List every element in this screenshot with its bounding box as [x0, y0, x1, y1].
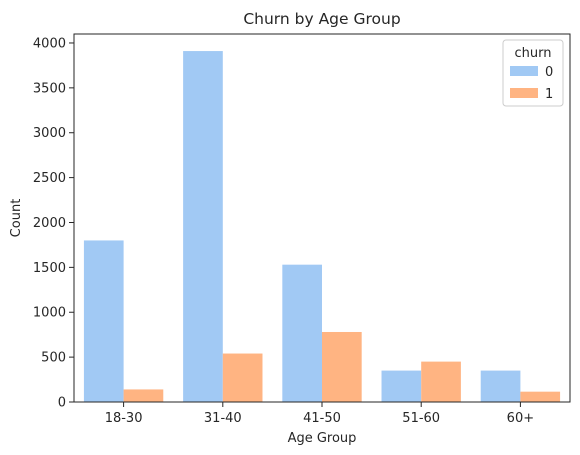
y-tick-label: 2000	[33, 216, 66, 231]
bar-51-60-churn-1	[421, 362, 461, 402]
legend-title: churn	[515, 46, 552, 61]
legend-swatch-1	[510, 88, 538, 98]
bar-51-60-churn-0	[382, 371, 422, 402]
x-tick-label: 51-60	[402, 411, 440, 426]
chart-title: Churn by Age Group	[243, 10, 400, 28]
x-axis: 18-30 31-40 41-50 51-60 60+	[105, 402, 534, 426]
bar-18-30-churn-0	[84, 240, 124, 402]
y-tick-label: 4000	[33, 36, 66, 51]
bars-group	[84, 51, 560, 402]
y-tick-label: 3000	[33, 126, 66, 141]
bar-31-40-churn-1	[223, 354, 263, 402]
x-tick-label: 31-40	[204, 411, 242, 426]
y-tick-label: 1000	[33, 306, 66, 321]
legend: churn 0 1	[503, 40, 563, 106]
legend-swatch-0	[510, 66, 538, 76]
x-tick-label: 18-30	[105, 411, 143, 426]
legend-label-0: 0	[545, 65, 553, 80]
y-axis-label: Count	[9, 199, 24, 238]
x-tick-label: 60+	[507, 411, 534, 426]
y-tick-label: 0	[58, 396, 66, 411]
bar-41-50-churn-0	[282, 265, 322, 402]
y-axis: 0 500 1000 1500 2000 2500 3000 3500 4000	[33, 36, 74, 410]
bar-41-50-churn-1	[322, 332, 362, 402]
legend-label-1: 1	[545, 87, 553, 102]
y-tick-label: 2500	[33, 171, 66, 186]
bar-18-30-churn-1	[124, 389, 164, 402]
bar-60+-churn-1	[520, 392, 560, 402]
x-axis-label: Age Group	[288, 431, 357, 446]
bar-60+-churn-0	[481, 371, 521, 402]
bar-31-40-churn-0	[183, 51, 223, 402]
y-tick-label: 500	[41, 351, 66, 366]
y-tick-label: 1500	[33, 261, 66, 276]
y-tick-label: 3500	[33, 81, 66, 96]
x-tick-label: 41-50	[303, 411, 341, 426]
